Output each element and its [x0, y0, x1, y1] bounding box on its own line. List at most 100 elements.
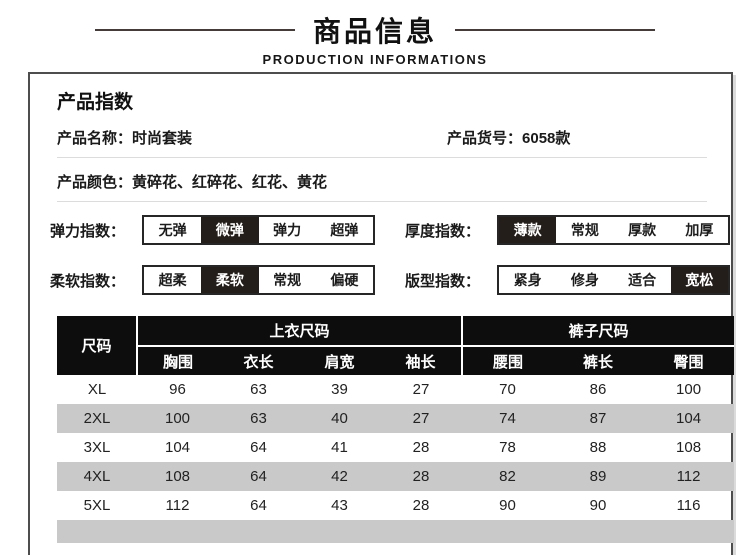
table-cell: 64 — [218, 462, 299, 491]
table-cell: 116 — [676, 497, 701, 514]
table-cell: 78 — [499, 439, 516, 456]
option-cell: 超柔 — [158, 272, 187, 288]
table-cell: 90 — [499, 497, 516, 514]
option-cell-selected: 薄款 — [499, 217, 557, 243]
table-row: 5XL 112 64 43 28 90 90 116 — [57, 491, 734, 520]
top-size-group-header: 上衣尺码 — [137, 316, 463, 347]
page-title: 商品信息 — [312, 16, 437, 47]
table-cell: 28 — [412, 497, 430, 514]
divider — [57, 157, 707, 158]
column-header: 肩宽 — [299, 346, 380, 375]
table-cell: 63 — [250, 381, 267, 398]
column-header: 胸围 — [137, 346, 218, 375]
fit-index-label: 版型指数： — [405, 272, 481, 290]
pants-size-group-header: 裤子尺码 — [461, 316, 735, 347]
thickness-index-label: 厚度指数： — [405, 222, 481, 240]
option-cell: 加厚 — [685, 222, 714, 238]
product-color-value: 黄碎花、红碎花、红花、黄花 — [132, 174, 328, 191]
table-cell: 27 — [380, 404, 463, 433]
product-sku-value: 6058款 — [522, 130, 571, 147]
table-cell: 112 — [643, 462, 735, 491]
fit-index-options: 紧身 修身 适合 宽松 — [497, 265, 730, 295]
divider — [57, 201, 707, 202]
table-cell: 104 — [164, 439, 191, 456]
elastic-index-options: 无弹 微弹 弹力 超弹 — [142, 215, 375, 245]
table-cell: 89 — [553, 462, 644, 491]
size-cell: 5XL — [83, 497, 111, 514]
title-line-right — [455, 29, 655, 31]
option-cell-selected: 宽松 — [670, 267, 728, 293]
option-cell: 无弹 — [158, 222, 187, 238]
option-cell-selected: 柔软 — [201, 267, 259, 293]
size-header-cell: 尺码 — [57, 316, 138, 375]
column-header: 衣长 — [218, 346, 299, 375]
option-cell-selected: 微弹 — [201, 217, 259, 243]
softness-index-options: 超柔 柔软 常规 偏硬 — [142, 265, 375, 295]
table-cell: 88 — [589, 439, 607, 456]
table-cell: 108 — [137, 462, 218, 491]
elastic-index-label: 弹力指数： — [50, 222, 126, 240]
table-row: 4XL 108 64 42 28 82 89 112 — [57, 462, 735, 491]
option-cell: 厚款 — [628, 222, 657, 238]
page-header: 商品信息 PRODUCTION INFORMATIONS — [0, 0, 750, 67]
table-cell: 86 — [589, 381, 607, 398]
option-cell: 弹力 — [273, 222, 302, 238]
table-cell: 100 — [137, 404, 218, 433]
table-cell: 90 — [589, 497, 607, 514]
column-header: 臀围 — [643, 346, 735, 375]
title-line-left — [94, 29, 295, 31]
size-cell: XL — [87, 381, 107, 398]
table-cell: 112 — [165, 497, 190, 514]
size-cell: 3XL — [83, 439, 111, 456]
product-name-value: 时尚套装 — [132, 130, 193, 147]
table-cell: 74 — [462, 404, 554, 433]
table-cell: 70 — [499, 381, 516, 398]
table-cell: 40 — [299, 404, 380, 433]
table-cell: 82 — [462, 462, 554, 491]
thickness-index-options: 薄款 常规 厚款 加厚 — [497, 215, 730, 245]
empty-row — [57, 520, 735, 543]
option-cell: 适合 — [628, 272, 657, 288]
size-cell: 2XL — [57, 404, 137, 433]
product-sku-label: 产品货号： — [447, 130, 523, 147]
product-color-label: 产品颜色： — [57, 174, 133, 191]
table-row: 3XL 104 64 41 28 78 88 108 — [57, 433, 734, 462]
column-header: 腰围 — [461, 346, 554, 375]
table-cell: 42 — [299, 462, 380, 491]
table-cell: 87 — [553, 404, 644, 433]
table-cell: 41 — [331, 439, 348, 456]
table-cell: 100 — [676, 381, 702, 398]
column-header: 袖长 — [380, 346, 463, 375]
product-name-row: 产品名称： 时尚套装 产品货号： 6058款 — [30, 127, 731, 148]
table-cell: 39 — [331, 381, 348, 398]
table-row: 2XL 100 63 40 27 74 87 104 — [57, 404, 735, 433]
table-row-empty — [57, 520, 735, 543]
column-header: 裤长 — [553, 346, 644, 375]
product-name-label: 产品名称： — [57, 130, 133, 147]
section-title: 产品指数 — [57, 92, 134, 113]
option-cell: 偏硬 — [330, 272, 359, 288]
index-row-2: 柔软指数： 超柔 柔软 常规 偏硬 版型指数： 紧身 修身 适合 宽松 — [30, 265, 731, 295]
table-cell: 64 — [250, 497, 267, 514]
option-cell: 紧身 — [513, 272, 542, 288]
option-cell: 修身 — [570, 272, 599, 288]
table-cell: 43 — [331, 497, 348, 514]
table-cell: 27 — [412, 381, 430, 398]
size-cell: 4XL — [57, 462, 137, 491]
size-table: 尺码 上衣尺码 裤子尺码 胸围 衣长 肩宽 袖长 腰围 裤长 臀围 XL 96 — [57, 316, 735, 543]
table-cell: 63 — [218, 404, 299, 433]
table-row: XL 96 63 39 27 70 86 100 — [57, 375, 734, 404]
table-cell: 108 — [676, 439, 702, 456]
index-row-1: 弹力指数： 无弹 微弹 弹力 超弹 厚度指数： 薄款 常规 厚款 加厚 — [30, 215, 731, 245]
table-cell: 28 — [380, 462, 463, 491]
table-cell: 96 — [169, 381, 186, 398]
product-color-row: 产品颜色： 黄碎花、红碎花、红花、黄花 — [30, 171, 731, 192]
option-cell: 超弹 — [330, 222, 359, 238]
table-cell: 28 — [412, 439, 430, 456]
product-index-panel: 产品指数 产品名称： 时尚套装 产品货号： 6058款 产品颜色： 黄碎花、红碎… — [28, 72, 735, 555]
option-cell: 常规 — [273, 272, 302, 288]
table-cell: 64 — [250, 439, 267, 456]
softness-index-label: 柔软指数： — [50, 272, 126, 290]
page-subtitle: PRODUCTION INFORMATIONS — [262, 52, 488, 67]
